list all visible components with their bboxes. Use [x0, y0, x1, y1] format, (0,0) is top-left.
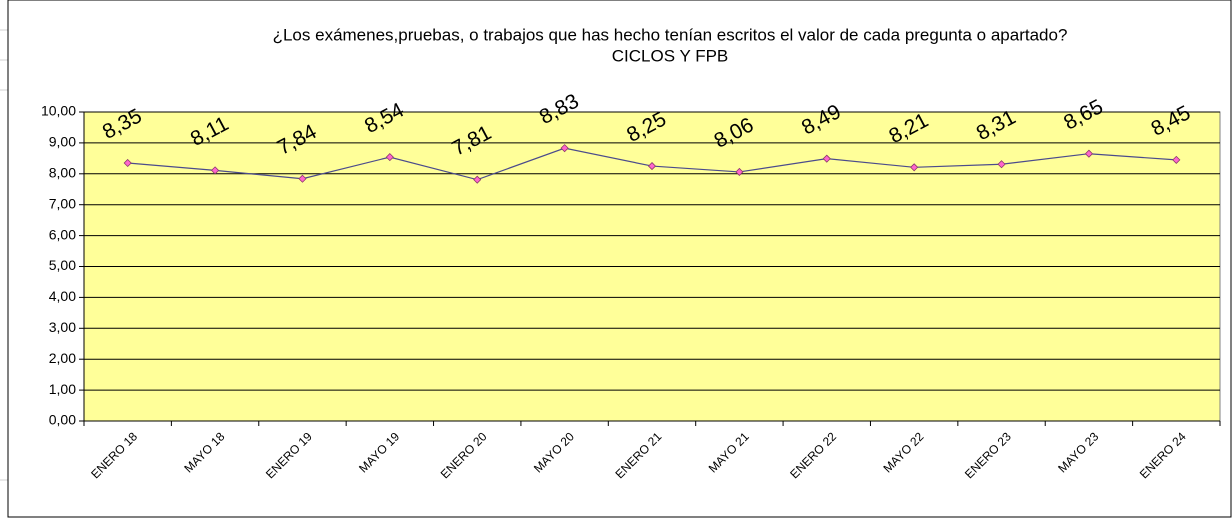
- marker: [997, 160, 1006, 169]
- marker: [211, 166, 220, 175]
- marker: [735, 167, 744, 177]
- marker: [473, 175, 482, 184]
- marker: [647, 162, 657, 171]
- marker: [1084, 149, 1093, 158]
- y-tick-label: 5,00: [49, 257, 76, 273]
- marker: [560, 144, 569, 153]
- marker: [385, 153, 394, 162]
- y-tick-label: 1,00: [49, 381, 76, 397]
- y-tick-label: 3,00: [49, 319, 76, 335]
- chart-subtitle: CICLOS Y FPB: [612, 46, 729, 65]
- y-tick-label: 4,00: [49, 288, 76, 304]
- chart-title: ¿Los exámenes,pruebas, o trabajos que ha…: [273, 25, 1068, 44]
- y-tick-label: 10,00: [41, 103, 76, 119]
- y-tick-label: 0,00: [49, 412, 76, 428]
- y-tick-label: 7,00: [49, 195, 76, 211]
- marker: [822, 154, 831, 163]
- y-tick-label: 9,00: [49, 134, 76, 150]
- marker: [123, 158, 132, 168]
- y-tick-label: 6,00: [49, 226, 76, 242]
- marker: [1172, 155, 1181, 164]
- marker: [298, 174, 307, 183]
- y-tick-label: 8,00: [49, 165, 76, 181]
- y-tick-label: 2,00: [49, 350, 76, 366]
- marker: [910, 163, 919, 172]
